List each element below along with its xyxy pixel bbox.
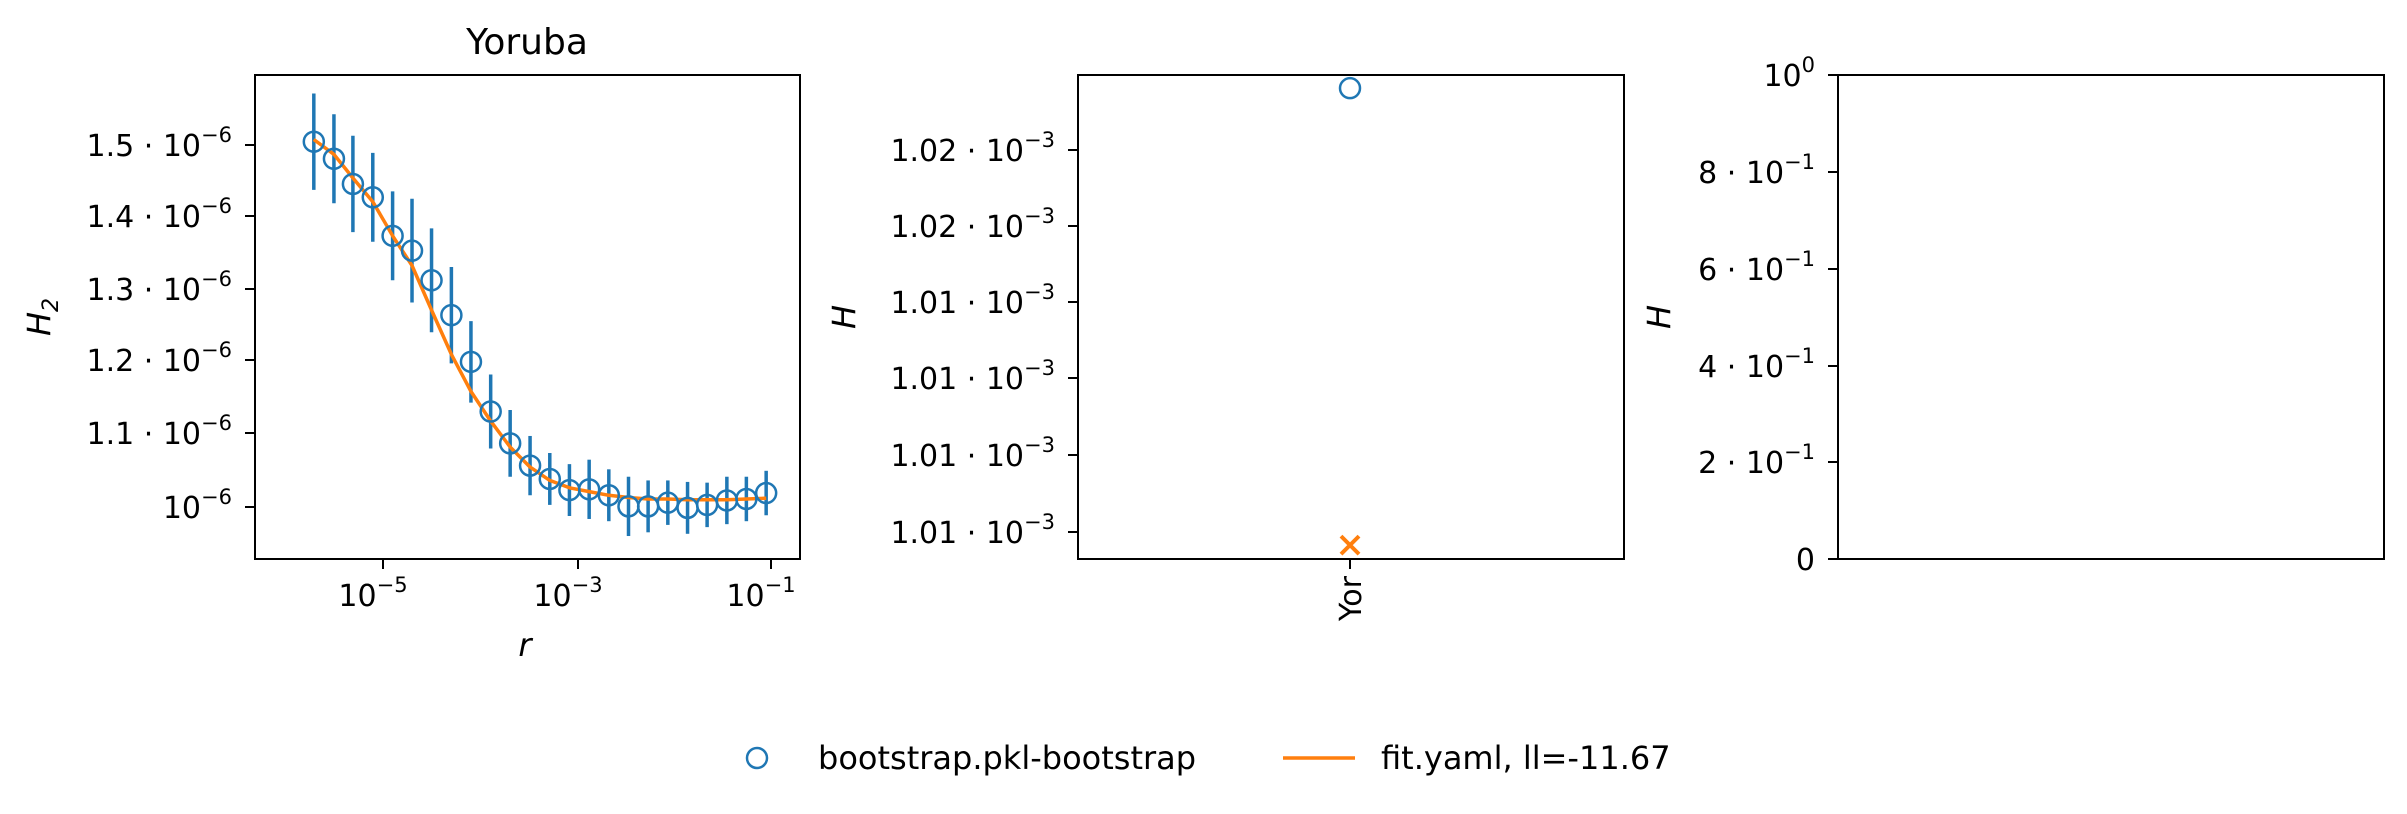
y-tick-label: 1.01 · 10−3 [890,280,1055,321]
y-tick-label: 8 · 10−1 [1698,150,1815,191]
data-point [322,147,346,171]
data-point [754,481,778,505]
y-axis-label: H [825,305,863,329]
panel-yoruba: Yoruba 1.5 · 10−6 1.4 · 10−6 1.3 · 10−6 … [20,22,801,664]
legend-marker-circle [745,746,769,770]
data-point [459,350,483,374]
y-tick-label: 1.2 · 10−6 [87,338,232,379]
data-point [341,172,365,196]
y-axis: 100 8 · 10−1 6 · 10−1 4 · 10−1 2 · 10−1 … [1640,53,1838,578]
x-tick-label: 10−5 [338,573,407,614]
data-point-bootstrap [1338,76,1362,100]
y-tick-label: 1.5 · 10−6 [87,123,232,164]
y-tick-label: 4 · 10−1 [1698,344,1815,385]
x-axis: 10−5 10−3 10−1 r [338,559,796,664]
y-tick-label: 1.02 · 10−3 [890,128,1055,169]
data-point [479,400,502,423]
y-tick-label: 0 [1796,543,1815,578]
y-tick-label: 1.01 · 10−3 [890,433,1055,474]
data-point [518,454,542,477]
data-points [1338,76,1362,556]
data-point-fit [1339,534,1361,556]
y-axis: 1.02 · 10−3 1.02 · 10−3 1.01 · 10−3 1.01… [825,128,1078,551]
data-point [400,239,424,262]
x-axis-label: r [518,626,533,664]
legend-label: fit.yaml, ll=-11.67 [1381,739,1671,777]
data-point [538,467,562,491]
y-tick-label: 1.4 · 10−6 [87,194,232,235]
data-points [302,130,778,520]
data-point [440,303,463,327]
data-point [735,487,758,511]
plot-area [1837,74,2385,560]
y-tick-label: 1.01 · 10−3 [890,510,1055,551]
data-point [302,130,326,153]
plot-area [1077,74,1625,560]
y-tick-label: 1.01 · 10−3 [890,356,1055,397]
y-tick-label: 1.02 · 10−3 [890,204,1055,245]
x-tick-label: 10−1 [726,573,795,614]
y-tick-label: 2 · 10−1 [1698,440,1815,481]
data-point [498,432,522,455]
plot-area [254,74,801,560]
data-point [577,478,601,501]
y-tick-label: 10−6 [163,485,232,526]
y-axis-label: H2 [20,298,64,336]
y-tick-label: 1.3 · 10−6 [87,267,232,308]
y-axis-label: H [1640,305,1678,329]
y-tick-label: 100 [1763,53,1815,94]
panel-yor: 1.02 · 10−3 1.02 · 10−3 1.01 · 10−3 1.01… [825,74,1625,622]
data-point [420,269,443,292]
y-axis: 1.5 · 10−6 1.4 · 10−6 1.3 · 10−6 1.2 · 1… [20,123,255,526]
y-tick-label: 1.1 · 10−6 [87,411,232,452]
legend: bootstrap.pkl-bootstrap fit.yaml, ll=-11… [745,739,1671,777]
x-tick-label: 10−3 [533,573,602,614]
data-point [597,484,621,507]
x-tick-label: Yor [1334,575,1369,622]
data-point [381,224,404,248]
legend-label: bootstrap.pkl-bootstrap [818,739,1196,777]
panel-empty: 100 8 · 10−1 6 · 10−1 4 · 10−1 2 · 10−1 … [1640,53,2385,578]
panel-title: Yoruba [465,22,588,63]
x-axis: Yor [1334,559,1369,622]
y-tick-label: 6 · 10−1 [1698,247,1815,288]
data-point [361,186,385,209]
